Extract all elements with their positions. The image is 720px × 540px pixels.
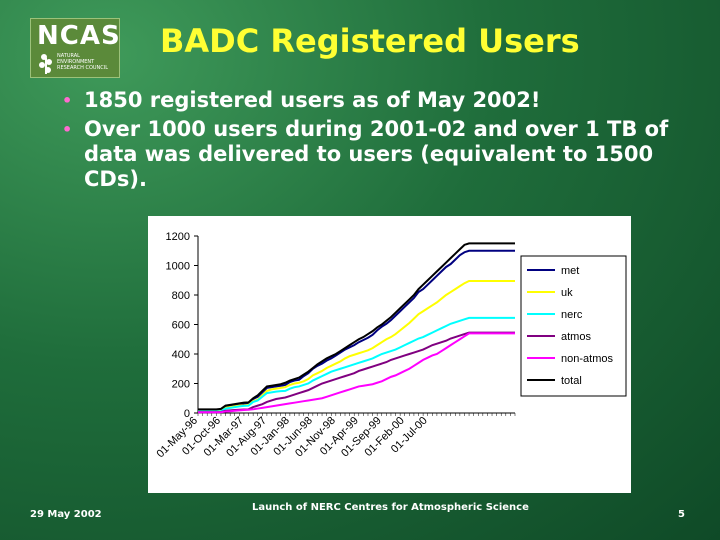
- logo-subtitle-line: NATURAL: [57, 53, 80, 59]
- y-tick-label: 600: [172, 320, 190, 332]
- bullet-item: • Over 1000 users during 2001-02 and ove…: [60, 117, 690, 192]
- legend-label: met: [561, 265, 579, 277]
- logo-subtitle-line: RESEARCH COUNCIL: [57, 65, 109, 71]
- series-line-non-atmos: [198, 332, 515, 414]
- series-line-atmos: [198, 331, 515, 414]
- logo-text: NCAS: [37, 21, 121, 51]
- bullet-text: Over 1000 users during 2001-02 and over …: [84, 117, 669, 191]
- slide-title: BADC Registered Users: [160, 22, 580, 60]
- bullet-list: • 1850 registered users as of May 2002! …: [60, 88, 690, 196]
- chart-legend: [520, 255, 627, 397]
- tree-icon: [39, 54, 52, 74]
- line-chart: 02004006008001000120001-May-9601-Oct-960…: [154, 231, 627, 460]
- y-tick-label: 200: [172, 379, 190, 391]
- legend-label: uk: [561, 287, 573, 299]
- legend-label: total: [561, 375, 582, 387]
- y-tick-label: 1000: [166, 261, 190, 273]
- series-line-nerc: [198, 316, 515, 413]
- y-tick-label: 1200: [166, 231, 190, 243]
- series-line-uk: [198, 279, 515, 412]
- footer-page-number: 5: [678, 509, 685, 520]
- logo-subtitle-line: ENVIRONMENT: [57, 59, 95, 65]
- bullet-item: • 1850 registered users as of May 2002!: [60, 88, 690, 113]
- legend-label: nerc: [561, 309, 583, 321]
- legend-label: atmos: [561, 331, 591, 343]
- bullet-icon: •: [62, 91, 73, 110]
- y-tick-label: 400: [172, 349, 190, 361]
- chart-panel: 0 200 400 600 800 1000 1200 01-May-96 01-Oct-96 0…: [148, 216, 631, 493]
- bullet-text: 1850 registered users as of May 2002!: [84, 88, 541, 112]
- y-tick-label: 800: [172, 290, 190, 302]
- legend-label: non-atmos: [561, 353, 613, 365]
- footer-date: 29 May 2002: [30, 509, 102, 520]
- y-tick-label: 0: [184, 408, 190, 420]
- footer-center: Launch of NERC Centres for Atmospheric S…: [252, 502, 529, 513]
- series-line-total: [198, 242, 515, 411]
- logo-subtitle: NATURAL ENVIRONMENT RESEARCH COUNCIL: [57, 53, 108, 71]
- bullet-icon: •: [62, 120, 73, 139]
- ncas-logo: NCAS NATURAL ENVIRONMENT RESEARCH COUNCI…: [30, 18, 120, 78]
